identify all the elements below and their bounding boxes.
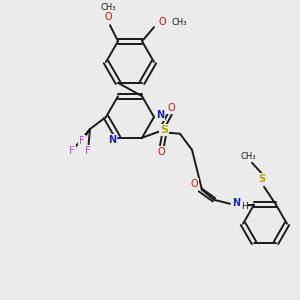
Text: F: F [79, 136, 85, 146]
Text: N: N [232, 198, 240, 208]
Text: F: F [85, 146, 91, 156]
Text: CH₃: CH₃ [240, 152, 256, 161]
Text: O: O [104, 12, 112, 22]
Text: N: N [156, 110, 164, 120]
Text: O: O [158, 17, 166, 27]
Text: H: H [241, 202, 248, 211]
Text: O: O [157, 147, 165, 157]
Text: CH₃: CH₃ [171, 18, 187, 27]
Text: S: S [258, 174, 266, 184]
Text: N: N [108, 135, 116, 145]
Text: F: F [69, 146, 75, 156]
Text: S: S [160, 125, 168, 135]
Text: O: O [190, 179, 198, 189]
Text: O: O [167, 103, 175, 113]
Text: CH₃: CH₃ [100, 3, 116, 12]
